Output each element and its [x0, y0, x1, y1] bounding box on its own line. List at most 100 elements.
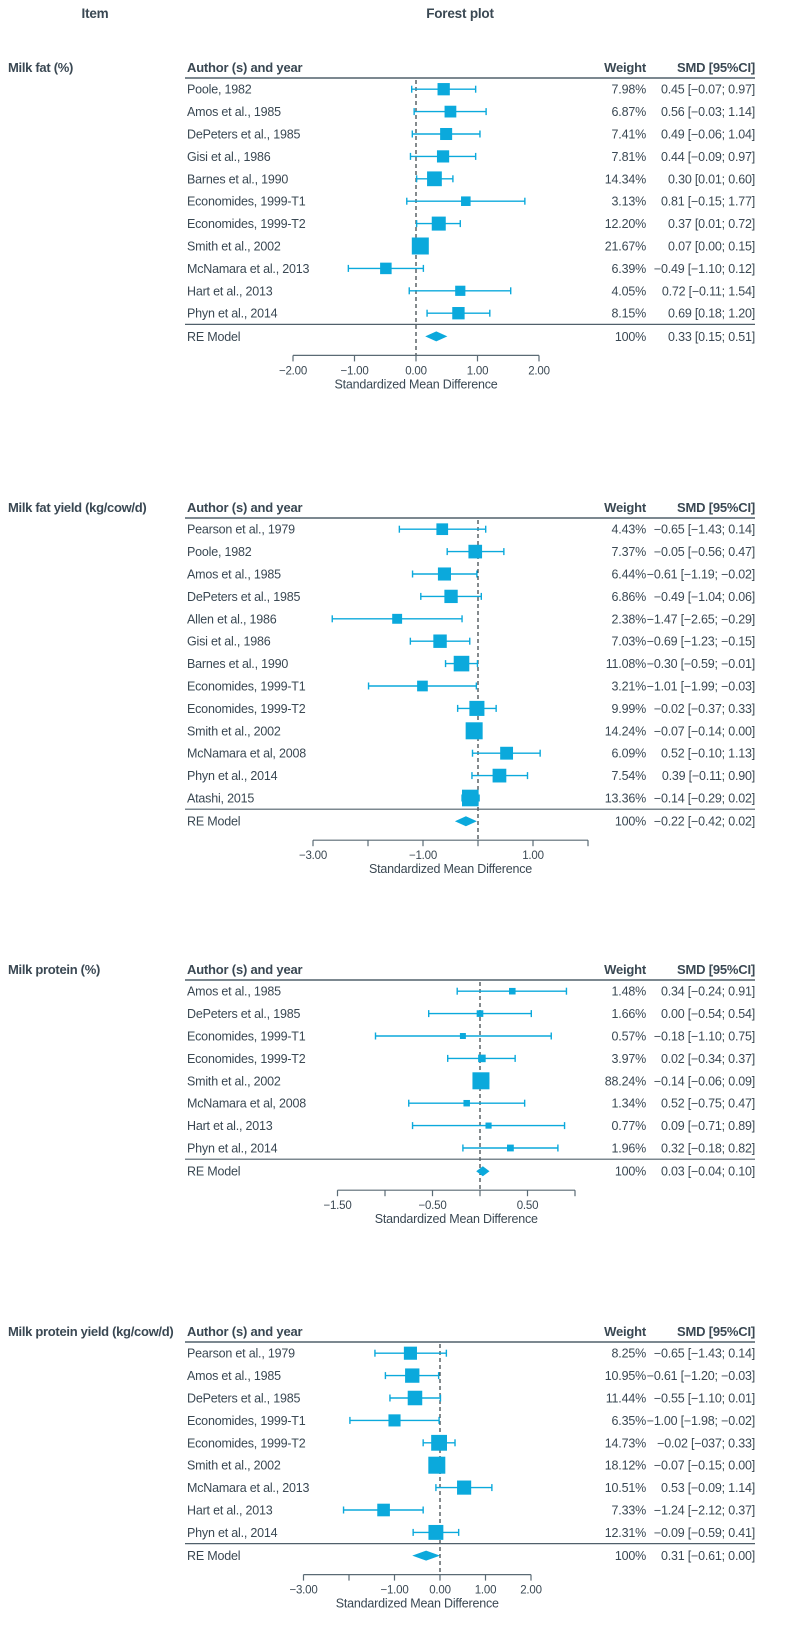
forest-square: [433, 634, 447, 648]
smd-value: −0.49 [−1.04; 0.06]: [654, 590, 755, 604]
forest-square: [428, 1524, 444, 1540]
re-diamond: [454, 816, 477, 827]
author-label: Gisi et al., 1986: [187, 635, 271, 649]
author-label: Economides, 1999-T2: [187, 702, 306, 716]
weight-value: 13.36%: [605, 792, 646, 806]
author-label: Phyn et al., 2014: [187, 307, 278, 321]
smd-value: −0.14 [−0.29; 0.02]: [654, 792, 755, 806]
smd-value: −0.61 [−1.19; −0.02]: [647, 568, 755, 582]
smd-value: −0.61 [−1.20; −0.03]: [647, 1369, 755, 1383]
smd-value: 0.00 [−0.54; 0.54]: [661, 1007, 755, 1021]
weight-value: 14.34%: [605, 172, 646, 186]
smd-value: −1.47 [−2.65; −0.29]: [647, 612, 755, 626]
axis-tick-label: −2.00: [279, 365, 307, 377]
panel-title: Milk fat (%): [8, 60, 74, 75]
axis-tick-label: 1.00: [467, 365, 489, 377]
forest-square: [417, 680, 428, 692]
forest-square: [427, 171, 442, 187]
author-label: Economides, 1999-T1: [187, 1414, 306, 1428]
weight-value: 7.37%: [612, 545, 647, 559]
axis-tick-label: 2.00: [528, 365, 550, 377]
weight-value: 4.05%: [612, 284, 647, 298]
forest-square: [468, 544, 483, 559]
forest-square: [500, 746, 514, 760]
smd-value: −0.07 [−0.14; 0.00]: [654, 724, 755, 738]
forest-square: [392, 613, 403, 624]
weight-value: 12.31%: [605, 1526, 646, 1540]
smd-value: 0.52 [−0.10; 1.13]: [661, 747, 755, 761]
panel-title: Milk protein yield (kg/cow/d): [8, 1324, 174, 1339]
smd-value: −0.65 [−1.43; 0.14]: [654, 523, 755, 537]
re-diamond: [425, 331, 448, 342]
smd-value: 0.09 [−0.71; 0.89]: [661, 1119, 755, 1133]
author-label: Barnes et al., 1990: [187, 172, 288, 186]
smd-value: 0.56 [−0.03; 1.14]: [661, 105, 755, 119]
author-label: McNamara et al, 2008: [187, 1097, 306, 1111]
smd-value: 0.81 [−0.15; 1.77]: [661, 195, 755, 209]
re-smd-value: −0.22 [−0.42; 0.02]: [654, 815, 755, 829]
smd-value: 0.07 [0.00; 0.15]: [668, 240, 755, 254]
panel-title: Milk fat yield (kg/cow/d): [8, 500, 147, 515]
weight-value: 7.98%: [612, 83, 647, 97]
author-label: Phyn et al., 2014: [187, 769, 278, 783]
weight-value: 3.97%: [612, 1052, 647, 1066]
weight-value: 7.41%: [612, 128, 647, 142]
author-label: Hart et al., 2013: [187, 1504, 273, 1518]
smd-value: 0.30 [0.01; 0.60]: [668, 172, 755, 186]
smd-value: −0.49 [−1.10; 0.12]: [654, 262, 755, 276]
author-label: Amos et al., 1985: [187, 1369, 281, 1383]
author-label: Pearson et al., 1979: [187, 523, 295, 537]
weight-value: 21.67%: [605, 240, 646, 254]
weight-value: 11.08%: [606, 657, 646, 671]
re-weight-value: 100%: [615, 815, 646, 829]
column-header-author: Author (s) and year: [187, 1324, 303, 1339]
item-column-header: Item: [81, 6, 109, 21]
author-label: Poole, 1982: [187, 83, 252, 97]
forest-square: [469, 700, 485, 716]
weight-value: 18.12%: [605, 1459, 646, 1473]
author-label: McNamara et al., 2013: [187, 262, 309, 276]
column-header-smd: SMD [95%CI]: [677, 962, 755, 977]
panel-title: Milk protein (%): [8, 962, 100, 977]
forest-square: [452, 307, 465, 320]
re-weight-value: 100%: [615, 1549, 646, 1563]
axis-caption: Standardized Mean Difference: [334, 377, 497, 391]
smd-value: −0.07 [−0.15; 0.00]: [654, 1459, 755, 1473]
forest-square: [463, 1099, 470, 1107]
author-label: Hart et al., 2013: [187, 284, 273, 298]
smd-value: 0.45 [−0.07; 0.97]: [661, 83, 755, 97]
author-label: Gisi et al., 1986: [187, 150, 271, 164]
forest-square: [444, 589, 458, 604]
column-header-weight: Weight: [604, 500, 647, 515]
weight-value: 1.48%: [612, 985, 647, 999]
re-model-label: RE Model: [187, 330, 240, 344]
author-label: Economides, 1999-T1: [187, 680, 306, 694]
smd-value: −1.01 [−1.99; −0.03]: [647, 680, 755, 694]
re-smd-value: 0.03 [−0.04; 0.10]: [661, 1165, 755, 1179]
smd-value: −0.05 [−0.56; 0.47]: [654, 545, 755, 559]
weight-value: 7.54%: [612, 769, 647, 783]
axis-tick-label: −0.50: [418, 1200, 446, 1212]
author-label: Barnes et al., 1990: [187, 657, 288, 671]
forest-square: [455, 285, 466, 296]
axis-tick-label: −1.00: [340, 365, 368, 377]
weight-value: 6.86%: [612, 590, 647, 604]
column-header-author: Author (s) and year: [187, 60, 303, 75]
axis-caption: Standardized Mean Difference: [375, 1212, 538, 1226]
forest-square: [437, 567, 451, 581]
weight-value: 88.24%: [605, 1074, 646, 1088]
weight-value: 0.77%: [612, 1119, 647, 1133]
smd-value: 0.39 [−0.11; 0.90]: [662, 769, 755, 783]
smd-value: −0.09 [−0.59; 0.41]: [654, 1526, 755, 1540]
weight-value: 2.38%: [612, 612, 647, 626]
author-label: Hart et al., 2013: [187, 1119, 273, 1133]
weight-value: 8.15%: [612, 307, 647, 321]
weight-value: 6.35%: [612, 1414, 647, 1428]
forest-square: [478, 1054, 486, 1063]
weight-value: 14.73%: [605, 1436, 646, 1450]
smd-value: −1.00 [−1.98; −0.02]: [647, 1414, 755, 1428]
forest-panel: Author (s) and year Weight SMD [95%CI] Pear…: [185, 500, 755, 876]
column-header-weight: Weight: [604, 60, 647, 75]
smd-value: −0.65 [−1.43; 0.14]: [654, 1347, 755, 1361]
axis-tick-label: 0.50: [517, 1200, 539, 1212]
